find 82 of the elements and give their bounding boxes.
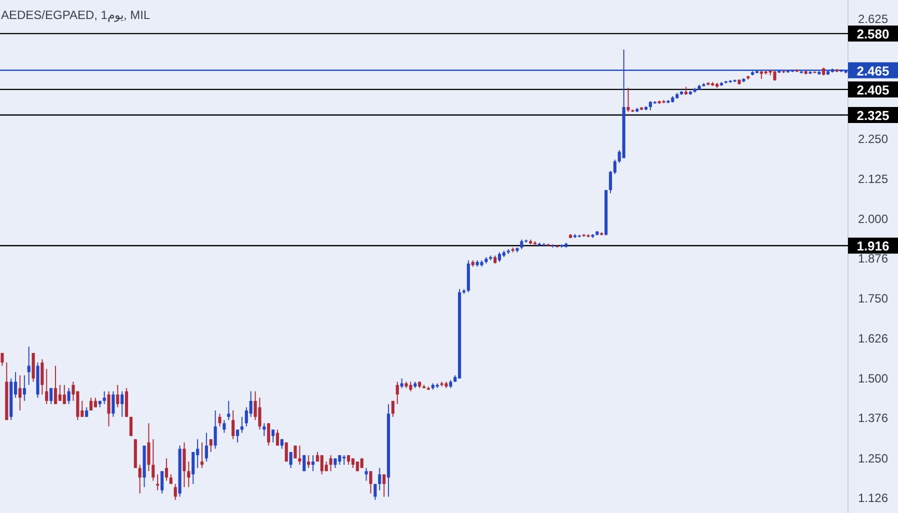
- candlestick: [267, 422, 270, 446]
- ref-line-label: 2.580: [856, 26, 890, 42]
- candlestick: [138, 464, 142, 494]
- y-tick-label: 1.876: [858, 251, 888, 266]
- ref-line-label: 2.465: [856, 63, 890, 78]
- y-tick-label: 2.250: [858, 132, 888, 146]
- candlestick: [302, 454, 306, 472]
- candlestick: [520, 239, 524, 250]
- ref-line-label: 1.916: [856, 238, 890, 254]
- candlestick: [329, 454, 332, 472]
- ref-line-label: 2.325: [856, 108, 890, 123]
- candlestick: [147, 422, 150, 472]
- candlestick: [289, 451, 292, 468]
- candlestick: [182, 442, 186, 488]
- y-tick-label: 1.376: [858, 411, 888, 426]
- y-tick-label: 1.626: [858, 331, 888, 346]
- candlestick: [773, 70, 776, 82]
- candlestick: [18, 374, 22, 411]
- candlestick: [262, 422, 266, 437]
- y-tick-label: 1.500: [858, 372, 888, 386]
- candlestick: [240, 416, 244, 434]
- candlestick: [307, 454, 310, 468]
- y-tick-label: 2.000: [858, 212, 888, 226]
- candlestick: [192, 451, 195, 484]
- candlestick: [164, 458, 168, 482]
- candlestick: [187, 461, 190, 488]
- candlestick: [120, 390, 124, 418]
- candlestick: [498, 252, 502, 262]
- candlestick: [50, 388, 53, 405]
- candlestick: [204, 432, 208, 462]
- candlestick: [209, 438, 212, 452]
- candlestick: [22, 374, 26, 402]
- candlestick: [94, 397, 97, 408]
- candlestick: [174, 483, 177, 500]
- candlestick: [382, 474, 386, 498]
- candlestick: [400, 378, 404, 389]
- candlestick: [298, 445, 302, 466]
- candlestick: [364, 467, 368, 482]
- candlestick: [369, 470, 372, 494]
- candlestick: [45, 368, 48, 405]
- candlestick: [626, 87, 630, 112]
- candlestick: [227, 400, 230, 421]
- candlestick: [391, 400, 394, 418]
- candlestick: [218, 413, 222, 427]
- candlestick: [280, 438, 284, 450]
- candlestick: [67, 388, 70, 405]
- candlestick: [116, 384, 120, 408]
- candlestick: [112, 390, 115, 418]
- candlestick: [156, 474, 160, 491]
- candlestick: [258, 397, 262, 430]
- candlestick: [378, 467, 382, 491]
- candlestick: [200, 442, 204, 468]
- candlestick: [311, 454, 315, 472]
- candlestick: [276, 429, 280, 446]
- candlestick: [54, 365, 58, 405]
- y-tick-label: 2.625: [858, 12, 888, 26]
- y-tick-label: 1.750: [858, 292, 888, 306]
- candlestick: [152, 438, 155, 482]
- candlestick: [396, 381, 399, 405]
- y-tick-label: 1.250: [858, 451, 888, 466]
- candlestick: [232, 410, 235, 440]
- candlestick: [0, 352, 4, 366]
- candlestick: [85, 406, 88, 418]
- candlestick: [374, 483, 377, 500]
- candlestick: [222, 420, 226, 434]
- candlestick: [89, 397, 93, 411]
- candlestick: [294, 445, 297, 459]
- candlestick: [40, 358, 44, 395]
- y-tick-label: 2.125: [858, 172, 888, 186]
- candlestick: [160, 470, 164, 494]
- candlestick: [236, 429, 240, 443]
- candlestick: [346, 454, 350, 466]
- ref-line-label: 2.405: [856, 82, 890, 98]
- candlestick: [102, 390, 106, 405]
- candlestick: [214, 410, 217, 450]
- candlestick: [169, 474, 172, 484]
- candlestick: [62, 384, 66, 405]
- candlestick: [272, 429, 275, 443]
- text: AEDES/EGPAED, 1يوم, MIL: [1, 8, 150, 22]
- y-tick-label: 1.126: [858, 490, 888, 505]
- candlestick: [27, 346, 30, 386]
- candlestick: [107, 390, 110, 427]
